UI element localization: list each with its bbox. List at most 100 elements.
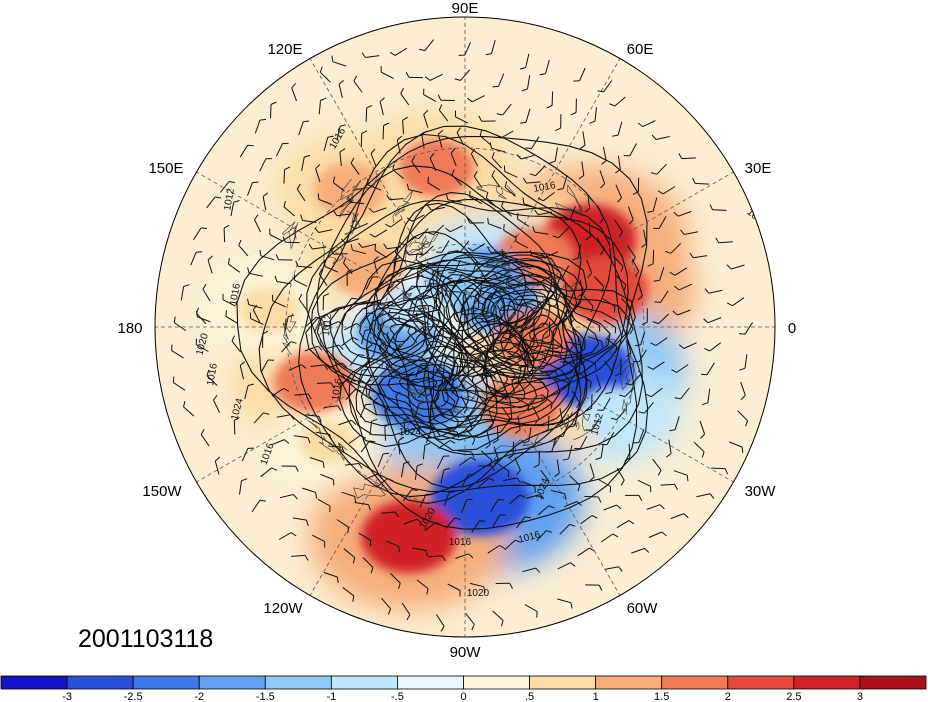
wind-barb [359, 403, 372, 418]
coastline [554, 184, 584, 217]
wind-barb [455, 553, 474, 559]
wind-barb [484, 287, 498, 301]
wind-barb [433, 327, 448, 341]
wind-barb [400, 297, 416, 310]
colorbar-tick-label: 2.5 [786, 691, 801, 702]
wind-barb [405, 71, 423, 79]
wind-barb [521, 75, 531, 92]
wind-barb [358, 242, 377, 248]
wind-barb [572, 244, 582, 261]
wind-barb [419, 493, 432, 508]
wind-barb [247, 267, 263, 277]
coastline [307, 419, 348, 461]
wind-barb [479, 317, 498, 323]
wind-barb [520, 108, 531, 124]
wind-barb [458, 457, 477, 466]
wind-barbs [171, 39, 754, 632]
wind-barb [585, 584, 603, 591]
wind-barb [344, 463, 363, 469]
coastline [366, 337, 385, 367]
wind-barb [490, 389, 506, 401]
meridian [478, 58, 621, 304]
isobar [462, 282, 559, 360]
coastline [514, 277, 527, 291]
wind-barb [646, 504, 665, 510]
wind-barb [549, 292, 562, 307]
wind-barb [652, 458, 662, 476]
isobar [410, 377, 438, 396]
wind-barb [393, 257, 401, 274]
wind-barb [336, 519, 349, 534]
wind-barb [568, 412, 579, 428]
wind-barb [737, 410, 748, 427]
wind-barb [353, 75, 363, 93]
longitude-labels: 90E 60E 30E 0 30W 60W 90W 120W 150W 180 150E 120E [117, 0, 796, 661]
wind-barb [274, 275, 291, 285]
wind-barb [407, 326, 418, 344]
wind-barb [394, 246, 406, 263]
wind-barb [726, 264, 745, 270]
wind-barb [436, 269, 453, 280]
wind-barb [323, 405, 342, 411]
wind-barb [517, 364, 536, 370]
wind-barb [253, 412, 270, 424]
wind-barb [281, 465, 299, 472]
wind-barb [641, 308, 648, 326]
wind-barb [260, 467, 278, 478]
wind-barb [595, 443, 604, 460]
coastline [281, 221, 299, 250]
wind-barb [377, 452, 390, 468]
longitude-label: 0 [788, 320, 796, 337]
wind-barb [465, 428, 476, 445]
wind-barb [310, 364, 329, 371]
wind-barb [563, 501, 582, 508]
wind-barb [585, 394, 593, 412]
wind-barb [738, 322, 754, 335]
wind-barb [632, 429, 645, 444]
wind-barb [525, 136, 540, 149]
wind-barb [423, 88, 437, 102]
meridian [488, 171, 734, 314]
wind-barb [692, 177, 710, 185]
wind-barb [699, 420, 706, 439]
wind-barb [529, 165, 546, 177]
wind-barb [474, 349, 491, 360]
wind-barb [550, 490, 567, 500]
colorbar-swatch [859, 675, 927, 690]
wind-barb [443, 429, 460, 438]
wind-barb [275, 254, 293, 261]
isobar [499, 300, 586, 362]
wind-barb [539, 59, 550, 76]
wind-barb [564, 206, 576, 221]
contour-label: 1020 [467, 588, 490, 599]
longitude-label: 90W [450, 644, 482, 661]
wind-barb [450, 148, 457, 167]
colorbar-tick-label: 2 [725, 691, 731, 702]
wind-barb [414, 401, 425, 418]
wind-barb [609, 96, 626, 107]
contour-label: 1024 [399, 427, 422, 438]
isobar [389, 323, 417, 343]
colorbar-tick-label: 1.5 [654, 691, 669, 702]
graticule [155, 17, 775, 637]
wind-barb [469, 190, 483, 205]
wind-barb [402, 285, 419, 298]
wind-barb [557, 422, 569, 438]
wind-barb [557, 562, 576, 570]
wind-barb [603, 504, 622, 511]
wind-barb [291, 83, 297, 102]
wind-barb [650, 163, 667, 175]
wind-barb [673, 283, 693, 291]
wind-barb [318, 97, 327, 115]
wind-barb [709, 204, 727, 211]
colorbar-tick-label: 0 [460, 691, 466, 702]
wind-barb [401, 602, 411, 621]
contour-label: 1016 [205, 362, 220, 386]
wind-barb [510, 376, 529, 383]
wind-barb [711, 467, 729, 475]
wind-barb [350, 244, 367, 255]
wind-barb [435, 292, 442, 310]
wind-barb [421, 130, 427, 149]
wind-barb [406, 183, 423, 194]
wind-barb [437, 129, 444, 149]
